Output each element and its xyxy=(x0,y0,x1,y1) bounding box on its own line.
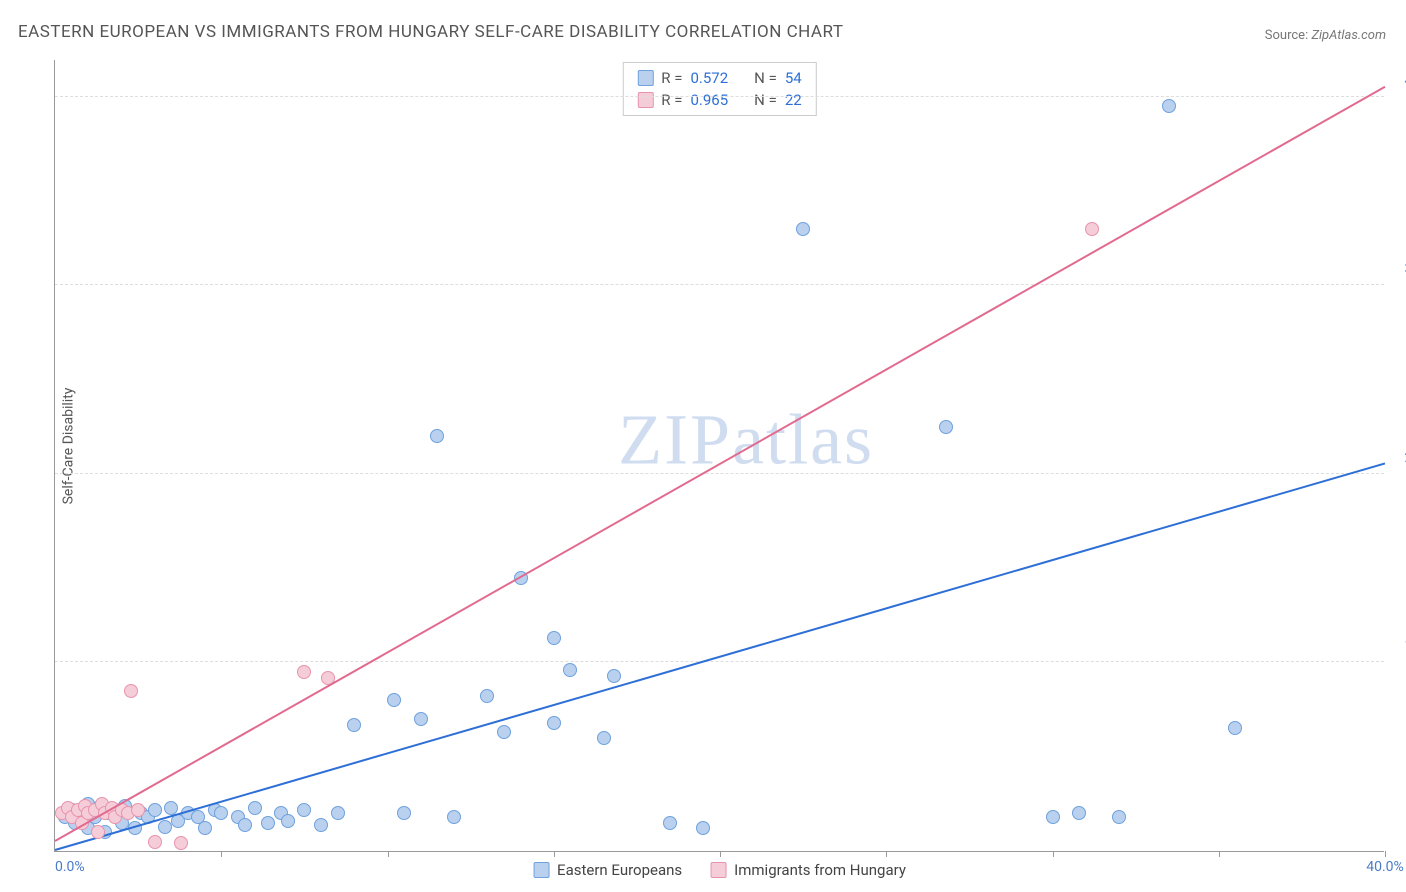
data-point xyxy=(563,663,577,677)
data-point xyxy=(597,731,611,745)
legend-item-eastern: Eastern Europeans xyxy=(533,861,682,879)
swatch-hungary xyxy=(637,92,653,108)
x-tick-mark xyxy=(388,851,389,857)
data-point xyxy=(248,801,262,815)
gridline xyxy=(55,284,1384,285)
data-point xyxy=(281,814,295,828)
data-point xyxy=(497,725,511,739)
data-point xyxy=(174,836,188,850)
legend-item-hungary: Immigrants from Hungary xyxy=(710,861,906,879)
source-value: ZipAtlas.com xyxy=(1311,28,1386,43)
data-point xyxy=(414,712,428,726)
source-label: Source: xyxy=(1265,28,1312,43)
n-label: N = xyxy=(754,91,777,109)
gridline xyxy=(55,473,1384,474)
x-tick-mark xyxy=(720,851,721,857)
n-label: N = xyxy=(754,69,777,87)
r-hungary: 0.965 xyxy=(690,91,728,109)
data-point xyxy=(1046,810,1060,824)
data-point xyxy=(939,420,953,434)
gridline xyxy=(55,661,1384,662)
data-point xyxy=(1162,99,1176,113)
x-tick-mark xyxy=(221,851,222,857)
data-point xyxy=(1085,222,1099,236)
x-tick-mark xyxy=(1219,851,1220,857)
x-tick-label: 0.0% xyxy=(55,859,85,875)
data-point xyxy=(198,821,212,835)
data-point xyxy=(607,669,621,683)
data-point xyxy=(148,803,162,817)
data-point xyxy=(447,810,461,824)
data-point xyxy=(131,803,145,817)
swatch-hungary xyxy=(710,862,726,878)
r-label: R = xyxy=(661,91,682,109)
data-point xyxy=(430,429,444,443)
data-point xyxy=(347,718,361,732)
data-point xyxy=(663,816,677,830)
x-tick-mark xyxy=(886,851,887,857)
x-tick-mark xyxy=(1385,851,1386,857)
data-point xyxy=(796,222,810,236)
data-point xyxy=(696,821,710,835)
scatter-plot: ZIPatlas R = 0.572 N = 54 R = 0.965 N = … xyxy=(54,60,1384,852)
legend-correlation: R = 0.572 N = 54 R = 0.965 N = 22 xyxy=(622,62,816,116)
data-point xyxy=(1112,810,1126,824)
data-point xyxy=(261,816,275,830)
x-tick-mark xyxy=(1053,851,1054,857)
legend-row-eastern: R = 0.572 N = 54 xyxy=(637,67,801,89)
data-point xyxy=(158,820,172,834)
data-point xyxy=(148,835,162,849)
r-label: R = xyxy=(661,69,682,87)
data-point xyxy=(314,818,328,832)
data-point xyxy=(547,631,561,645)
source-citation: Source: ZipAtlas.com xyxy=(1265,28,1386,43)
chart-title: EASTERN EUROPEAN VS IMMIGRANTS FROM HUNG… xyxy=(18,22,843,42)
data-point xyxy=(297,665,311,679)
trend-line xyxy=(55,462,1386,850)
data-point xyxy=(331,806,345,820)
data-point xyxy=(1072,806,1086,820)
n-hungary: 22 xyxy=(785,91,802,109)
x-tick-label: 40.0% xyxy=(1366,859,1404,875)
swatch-eastern xyxy=(637,70,653,86)
series-name-eastern: Eastern Europeans xyxy=(557,861,682,879)
swatch-eastern xyxy=(533,862,549,878)
gridline xyxy=(55,96,1384,97)
legend-series: Eastern Europeans Immigrants from Hungar… xyxy=(533,861,906,879)
trend-line xyxy=(55,85,1386,841)
data-point xyxy=(124,684,138,698)
series-name-hungary: Immigrants from Hungary xyxy=(734,861,906,879)
legend-row-hungary: R = 0.965 N = 22 xyxy=(637,89,801,111)
data-point xyxy=(297,803,311,817)
r-eastern: 0.572 xyxy=(690,69,728,87)
x-tick-mark xyxy=(554,851,555,857)
data-point xyxy=(91,825,105,839)
n-eastern: 54 xyxy=(785,69,802,87)
data-point xyxy=(397,806,411,820)
data-point xyxy=(214,806,228,820)
data-point xyxy=(387,693,401,707)
watermark: ZIPatlas xyxy=(618,398,874,481)
data-point xyxy=(480,689,494,703)
data-point xyxy=(238,818,252,832)
data-point xyxy=(547,716,561,730)
data-point xyxy=(1228,721,1242,735)
